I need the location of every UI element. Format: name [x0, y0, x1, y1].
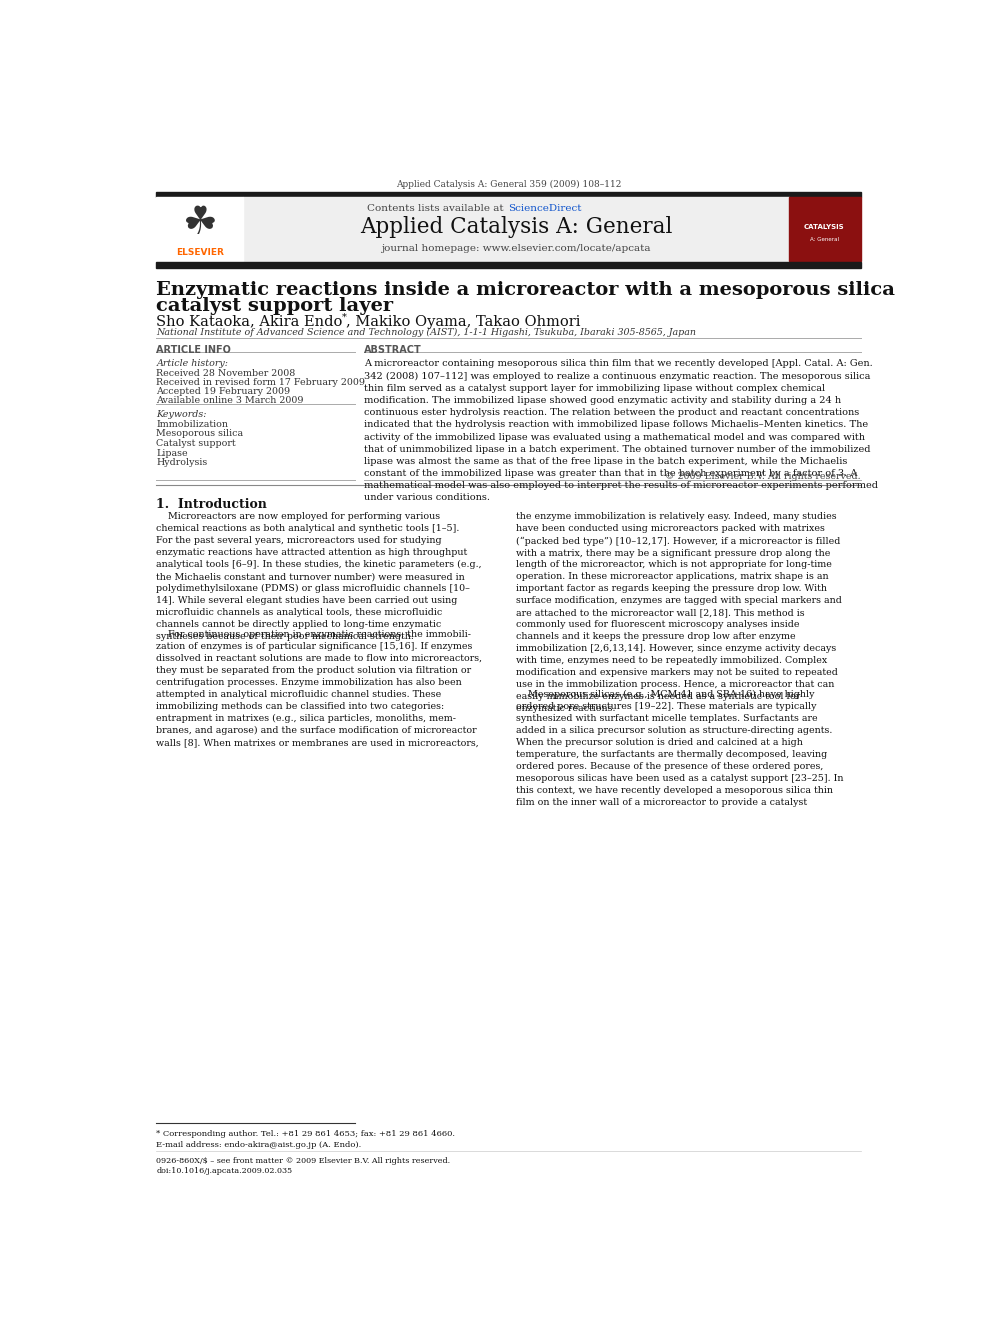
Bar	[243, 197, 789, 261]
Text: Received 28 November 2008: Received 28 November 2008	[157, 369, 296, 377]
Text: *: *	[342, 312, 347, 321]
Text: Contents lists available at: Contents lists available at	[367, 204, 507, 213]
Bar	[157, 262, 860, 267]
Text: journal homepage: www.elsevier.com/locate/apcata: journal homepage: www.elsevier.com/locat…	[381, 245, 651, 253]
Text: National Institute of Advanced Science and Technology (AIST), 1-1-1 Higashi, Tsu: National Institute of Advanced Science a…	[157, 328, 696, 337]
Bar	[157, 197, 243, 261]
Text: , Makiko Oyama, Takao Ohmori: , Makiko Oyama, Takao Ohmori	[346, 315, 580, 328]
Text: the enzyme immobilization is relatively easy. Indeed, many studies
have been con: the enzyme immobilization is relatively …	[516, 512, 842, 713]
Text: Received in revised form 17 February 2009: Received in revised form 17 February 200…	[157, 378, 365, 386]
Text: ARTICLE INFO: ARTICLE INFO	[157, 345, 231, 355]
Text: 1.  Introduction: 1. Introduction	[157, 497, 267, 511]
Text: Hydrolysis: Hydrolysis	[157, 458, 207, 467]
Text: Catalyst support: Catalyst support	[157, 439, 236, 448]
Bar	[157, 192, 860, 197]
Text: ELSEVIER: ELSEVIER	[177, 247, 224, 257]
Text: 0926-860X/$ – see front matter © 2009 Elsevier B.V. All rights reserved.: 0926-860X/$ – see front matter © 2009 El…	[157, 1158, 450, 1166]
Text: Keywords:: Keywords:	[157, 410, 206, 419]
Text: Lipase: Lipase	[157, 448, 187, 458]
Text: Applied Catalysis A: General 359 (2009) 108–112: Applied Catalysis A: General 359 (2009) …	[396, 180, 621, 189]
Text: A microreactor containing mesoporous silica thin film that we recently developed: A microreactor containing mesoporous sil…	[364, 360, 878, 503]
Text: E-mail address: endo-akira@aist.go.jp (A. Endo).: E-mail address: endo-akira@aist.go.jp (A…	[157, 1140, 361, 1148]
Text: Microreactors are now employed for performing various
chemical reactions as both: Microreactors are now employed for perfo…	[157, 512, 482, 642]
Text: ScienceDirect: ScienceDirect	[509, 204, 582, 213]
Text: Article history:: Article history:	[157, 360, 228, 368]
Text: Accepted 19 February 2009: Accepted 19 February 2009	[157, 386, 291, 396]
Text: Enzymatic reactions inside a microreactor with a mesoporous silica: Enzymatic reactions inside a microreacto…	[157, 280, 896, 299]
Bar	[789, 197, 860, 261]
Text: Immobilization: Immobilization	[157, 419, 228, 429]
Text: Available online 3 March 2009: Available online 3 March 2009	[157, 396, 304, 405]
Text: Mesoporous silicas (e.g., MCM-41 and SBA-16) have highly
ordered pore structures: Mesoporous silicas (e.g., MCM-41 and SBA…	[516, 691, 843, 807]
Text: © 2009 Elsevier B.V. All rights reserved.: © 2009 Elsevier B.V. All rights reserved…	[665, 471, 860, 480]
Text: doi:10.1016/j.apcata.2009.02.035: doi:10.1016/j.apcata.2009.02.035	[157, 1167, 293, 1175]
Text: ABSTRACT: ABSTRACT	[364, 345, 422, 355]
Text: Sho Kataoka, Akira Endo: Sho Kataoka, Akira Endo	[157, 315, 342, 328]
Text: A: General: A: General	[809, 237, 839, 242]
Text: CATALYSIS: CATALYSIS	[805, 224, 845, 230]
Text: * Corresponding author. Tel.: +81 29 861 4653; fax: +81 29 861 4660.: * Corresponding author. Tel.: +81 29 861…	[157, 1130, 455, 1138]
Text: catalyst support layer: catalyst support layer	[157, 298, 394, 315]
Text: Mesoporous silica: Mesoporous silica	[157, 429, 243, 438]
Text: Applied Catalysis A: General: Applied Catalysis A: General	[360, 216, 673, 238]
Text: ☘: ☘	[183, 204, 217, 242]
Text: For continuous operation in enzymatic reactions, the immobili-
zation of enzymes: For continuous operation in enzymatic re…	[157, 630, 482, 747]
